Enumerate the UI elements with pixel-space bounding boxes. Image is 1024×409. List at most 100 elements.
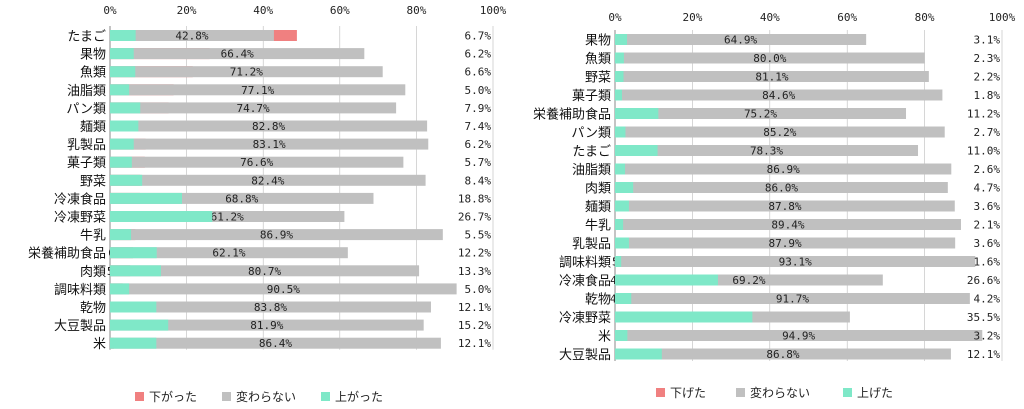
data-label: 90.5% <box>267 283 300 296</box>
category-label: 大豆製品 <box>54 319 106 334</box>
category-label: 調味料類 <box>559 256 611 271</box>
bar-segment-up <box>110 174 143 186</box>
category-label: 乳製品 <box>572 237 611 252</box>
bar-segment-up <box>615 89 622 101</box>
bar-segment-up <box>615 293 632 304</box>
bar-segment-same <box>615 219 961 230</box>
bar-segment-same <box>110 283 457 295</box>
bar-segment-same <box>110 138 429 150</box>
bar-segment-up <box>110 211 213 222</box>
legend-swatch-same <box>736 388 745 397</box>
data-label: 84.6% <box>762 89 795 102</box>
bar-segment-up <box>110 247 157 259</box>
category-label: 冷凍野菜 <box>559 310 611 326</box>
bar-segment-same <box>110 247 348 259</box>
category-label: 肉類 <box>585 182 611 197</box>
bar-segment-same <box>615 330 983 341</box>
bar-segment-same <box>110 174 426 186</box>
data-label: 83.8% <box>254 301 287 314</box>
bar-segment-up <box>110 319 169 331</box>
category-label: 冷凍食品 <box>54 191 106 207</box>
category-label: パン類 <box>571 126 611 141</box>
bar-segment-same <box>615 293 970 304</box>
data-label: 35.5% <box>967 311 1000 324</box>
bar-segment-up <box>110 120 139 132</box>
bar-segment-same <box>110 120 428 132</box>
bar-segment-same <box>615 89 943 101</box>
data-label: 83.1% <box>253 138 286 151</box>
bar-segment-up <box>615 126 626 138</box>
bar-segment-up <box>110 283 130 295</box>
bar-segment-same <box>110 156 404 168</box>
bar-segment-up <box>615 34 627 45</box>
bar-segment-same <box>110 102 397 114</box>
bar-segment-up <box>110 48 134 60</box>
bar-segment-up <box>615 330 628 341</box>
category-label: 米 <box>93 337 106 352</box>
data-label: 15.2% <box>458 319 491 332</box>
bar-segment-up <box>110 301 157 313</box>
category-label: 栄養補助食品 <box>533 107 611 123</box>
data-label: 89.4% <box>771 219 804 232</box>
data-label: 3.6% <box>974 237 1001 250</box>
category-label: 大豆製品 <box>559 348 611 363</box>
bar-segment-up <box>615 237 629 249</box>
category-label: 菓子類 <box>572 89 611 104</box>
bar-segment-same <box>615 163 952 175</box>
data-label: 68.8% <box>225 192 258 205</box>
chart-right: 0%20%40%60%80%100%果物32.0%64.9%3.1%魚類17.6… <box>533 11 1016 400</box>
bar-segment-same <box>615 52 925 64</box>
category-label: 菓子類 <box>67 156 106 171</box>
data-label: 1.6% <box>974 256 1001 269</box>
data-label: 5.0% <box>465 84 492 97</box>
data-label: 86.9% <box>260 229 293 242</box>
data-label: 26.6% <box>967 274 1000 287</box>
bar-segment-same <box>615 145 919 156</box>
bar-segment-same <box>110 48 365 60</box>
x-tick-label: 80% <box>406 4 426 17</box>
data-label: 61.2% <box>211 211 244 224</box>
data-label: 5.7% <box>465 156 492 169</box>
category-label: 米 <box>598 330 611 345</box>
bar-segment-same <box>615 126 945 138</box>
category-label: たまご <box>67 29 106 45</box>
bar-segment-same <box>615 200 955 212</box>
bar-segment-up <box>110 102 141 114</box>
data-label: 2.7% <box>974 126 1001 139</box>
bar-segment-up <box>110 265 161 277</box>
data-label: 81.1% <box>755 71 788 84</box>
data-label: 69.2% <box>732 274 765 287</box>
data-label: 82.4% <box>251 174 284 187</box>
bar-segment-same <box>615 274 883 286</box>
legend-label-up: 上がった <box>335 389 383 404</box>
data-label: 80.7% <box>248 265 281 278</box>
data-label: 77.1% <box>241 84 274 97</box>
x-tick-label: 100% <box>480 4 507 17</box>
bar-segment-up <box>615 182 634 193</box>
x-tick-label: 80% <box>915 11 935 24</box>
data-label: 86.0% <box>765 182 798 195</box>
category-label: 牛乳 <box>80 229 106 244</box>
data-label: 85.2% <box>763 126 796 139</box>
category-label: 果物 <box>80 48 106 63</box>
bar-segment-same <box>110 229 443 241</box>
data-label: 75.2% <box>744 108 777 121</box>
bar-segment-up <box>615 108 659 119</box>
data-label: 87.8% <box>768 200 801 213</box>
legend-label-same: 変わらない <box>750 385 810 400</box>
data-label: 74.7% <box>236 102 269 115</box>
data-label: 6.6% <box>465 66 492 79</box>
bar-segment-up <box>615 219 624 230</box>
data-label: 86.4% <box>259 337 292 350</box>
bar-segment-up <box>615 274 718 286</box>
data-label: 66.4% <box>221 48 254 61</box>
category-label: 魚類 <box>585 52 611 67</box>
data-label: 5.5% <box>465 229 492 242</box>
bar-segment-same <box>110 192 374 204</box>
data-label: 93.1% <box>779 256 812 269</box>
bar-segment-same <box>110 211 345 222</box>
category-label: 栄養補助食品 <box>28 246 106 262</box>
category-label: 冷凍野菜 <box>54 210 106 226</box>
legend-swatch-up <box>843 388 852 397</box>
data-label: 62.1% <box>212 247 245 260</box>
